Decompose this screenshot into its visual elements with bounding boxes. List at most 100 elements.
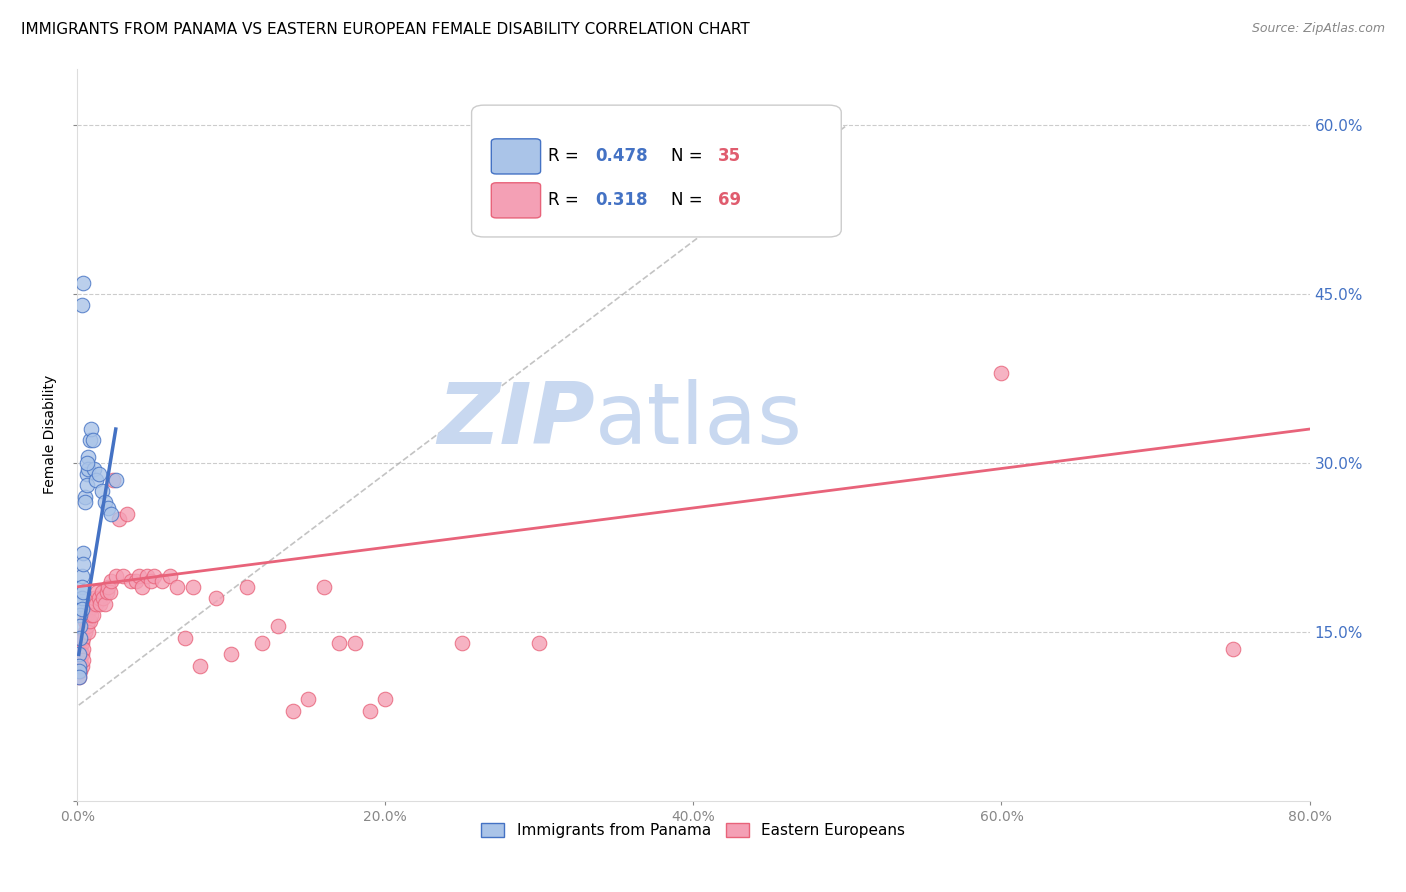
Point xyxy=(72,585,94,599)
Point xyxy=(100,574,122,589)
Point xyxy=(529,636,551,650)
Point xyxy=(72,641,94,656)
Point xyxy=(990,366,1012,380)
Point xyxy=(73,614,96,628)
Point xyxy=(76,467,98,482)
Point xyxy=(87,591,110,605)
Text: 35: 35 xyxy=(718,147,741,165)
Point xyxy=(70,648,93,662)
Point xyxy=(97,580,120,594)
Point xyxy=(77,614,100,628)
Point xyxy=(451,636,474,650)
Point xyxy=(190,658,212,673)
Point xyxy=(120,574,142,589)
Point xyxy=(94,597,117,611)
Point xyxy=(70,636,93,650)
Point xyxy=(250,636,273,650)
Point xyxy=(69,641,91,656)
Point xyxy=(67,648,90,662)
Point xyxy=(90,585,112,599)
Point xyxy=(143,568,166,582)
Text: ZIP: ZIP xyxy=(437,378,595,461)
Point xyxy=(359,704,381,718)
Text: R =: R = xyxy=(548,192,579,210)
Point xyxy=(73,624,96,639)
Point xyxy=(82,607,104,622)
Point xyxy=(72,631,94,645)
Point xyxy=(128,568,150,582)
Point xyxy=(112,568,135,582)
Point xyxy=(100,507,122,521)
Point xyxy=(73,495,96,509)
Point xyxy=(76,607,98,622)
Point xyxy=(69,619,91,633)
Point xyxy=(96,585,118,599)
Point xyxy=(83,591,105,605)
Point xyxy=(72,558,94,572)
Text: atlas: atlas xyxy=(595,378,803,461)
Legend: Immigrants from Panama, Eastern Europeans: Immigrants from Panama, Eastern European… xyxy=(475,817,911,845)
Point xyxy=(98,585,121,599)
Y-axis label: Female Disability: Female Disability xyxy=(44,375,58,494)
Point xyxy=(108,512,131,526)
Point xyxy=(72,276,94,290)
Point xyxy=(70,591,93,605)
Point xyxy=(67,670,90,684)
Point xyxy=(76,619,98,633)
Point xyxy=(70,568,93,582)
Point xyxy=(131,580,153,594)
Point xyxy=(150,574,173,589)
Point xyxy=(1222,641,1244,656)
Point xyxy=(79,614,101,628)
Point xyxy=(70,580,93,594)
Point xyxy=(79,602,101,616)
Point xyxy=(72,653,94,667)
Point xyxy=(76,478,98,492)
Text: 0.318: 0.318 xyxy=(595,192,647,210)
Point xyxy=(159,568,181,582)
Point xyxy=(328,636,350,650)
Point xyxy=(205,591,228,605)
Point xyxy=(266,619,288,633)
Point xyxy=(104,568,127,582)
Point xyxy=(70,658,93,673)
Point xyxy=(77,450,100,465)
Point xyxy=(90,483,112,498)
Point xyxy=(67,670,90,684)
Point xyxy=(141,574,163,589)
Point xyxy=(80,422,103,436)
Point xyxy=(374,692,396,706)
Point xyxy=(221,648,243,662)
Point xyxy=(97,500,120,515)
Point xyxy=(101,473,124,487)
Point xyxy=(70,602,93,616)
Point xyxy=(70,298,93,312)
FancyBboxPatch shape xyxy=(471,105,841,237)
Text: IMMIGRANTS FROM PANAMA VS EASTERN EUROPEAN FEMALE DISABILITY CORRELATION CHART: IMMIGRANTS FROM PANAMA VS EASTERN EUROPE… xyxy=(21,22,749,37)
Point xyxy=(104,473,127,487)
Point xyxy=(72,546,94,560)
Point xyxy=(80,607,103,622)
Text: 69: 69 xyxy=(718,192,741,210)
Point xyxy=(69,631,91,645)
Point xyxy=(125,574,148,589)
FancyBboxPatch shape xyxy=(491,139,540,174)
Point xyxy=(115,507,138,521)
Point xyxy=(69,607,91,622)
Text: 0.478: 0.478 xyxy=(595,147,647,165)
Point xyxy=(87,467,110,482)
Point xyxy=(83,461,105,475)
Point xyxy=(69,597,91,611)
Point xyxy=(79,434,101,448)
Point xyxy=(67,648,90,662)
Point xyxy=(67,658,90,673)
Point xyxy=(174,631,197,645)
Point xyxy=(77,624,100,639)
Point xyxy=(235,580,257,594)
Point xyxy=(73,490,96,504)
Point xyxy=(67,665,90,679)
Point xyxy=(166,580,188,594)
Point xyxy=(84,473,107,487)
Point xyxy=(69,665,91,679)
Text: Source: ZipAtlas.com: Source: ZipAtlas.com xyxy=(1251,22,1385,36)
